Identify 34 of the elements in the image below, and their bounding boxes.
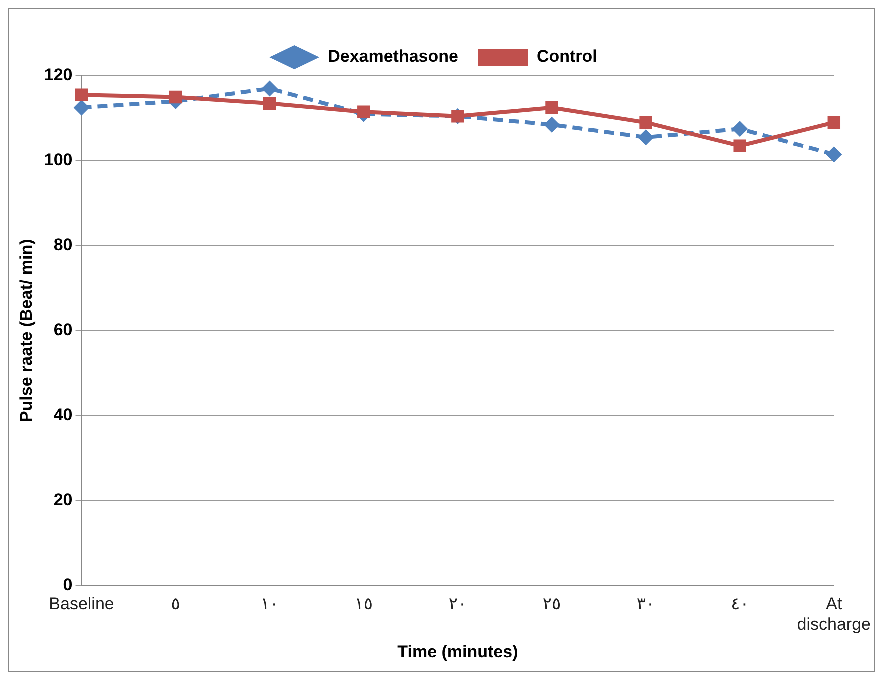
- y-tick-label: 100: [44, 150, 73, 170]
- y-tick-label: 60: [54, 320, 73, 340]
- point: [358, 106, 370, 118]
- point: [638, 130, 654, 146]
- point: [828, 116, 841, 130]
- y-tick-label: 40: [54, 406, 73, 425]
- point: [546, 102, 558, 114]
- point: [169, 90, 182, 104]
- point: [640, 116, 652, 130]
- point: [263, 97, 276, 110]
- x-tick-label: ١٥: [354, 594, 374, 614]
- x-tick-label: Baseline: [49, 594, 114, 614]
- x-tick-label: ٢٥: [542, 594, 562, 614]
- legend-label: Dexamethasone: [328, 47, 458, 66]
- point: [734, 140, 746, 152]
- x-tick-label: ٤٠: [730, 594, 750, 614]
- y-axis-title: Pulse raate (Beat/ min): [16, 239, 36, 423]
- x-tick-label: ٣٠: [636, 594, 656, 614]
- x-tick-label: At discharge: [797, 594, 872, 634]
- y-tick-label: 80: [54, 236, 73, 255]
- point: [74, 100, 90, 116]
- point: [732, 121, 748, 138]
- x-axis-title: Time (minutes): [398, 642, 518, 662]
- x-tick-label: ١٠: [260, 594, 279, 614]
- y-tick-label: 20: [54, 490, 73, 510]
- point: [75, 88, 88, 102]
- point: [262, 80, 278, 97]
- x-tick-label: ٥: [171, 594, 180, 614]
- x-tick-label: ٢٠: [448, 594, 468, 614]
- point: [544, 116, 560, 133]
- legend-label: Control: [536, 47, 598, 66]
- point: [826, 146, 842, 163]
- y-tick-label: 0: [63, 575, 73, 594]
- y-tick-label: 120: [44, 66, 73, 85]
